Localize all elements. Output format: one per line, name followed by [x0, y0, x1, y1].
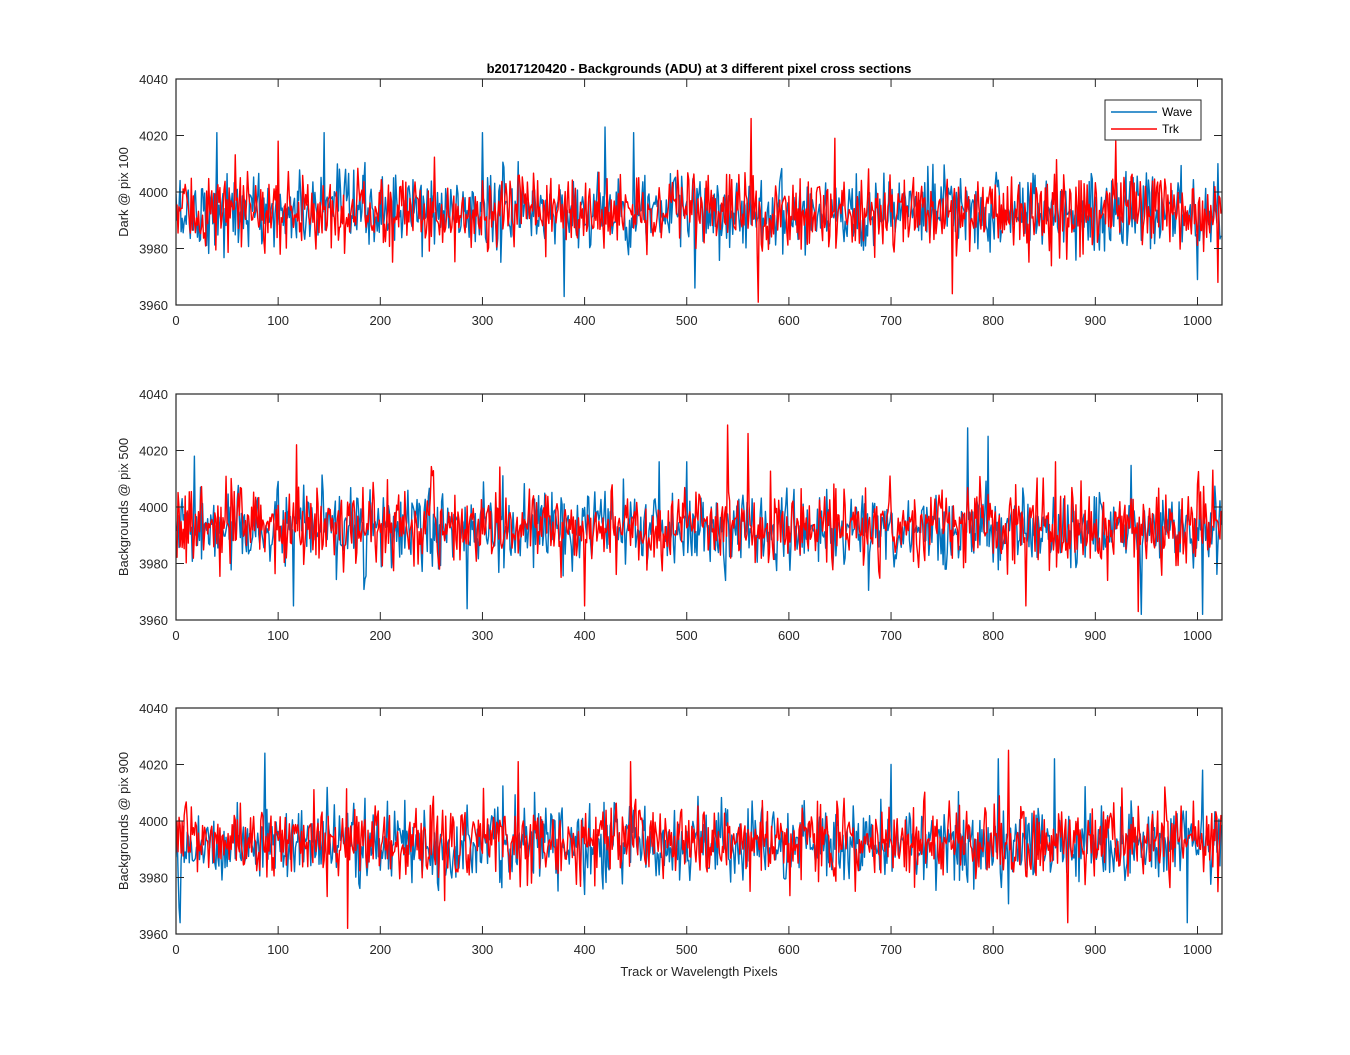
y-tick-label: 4020: [139, 758, 168, 773]
x-tick-label: 600: [778, 942, 800, 957]
y-tick-label: 3960: [139, 613, 168, 628]
x-tick-label: 900: [1084, 313, 1106, 328]
x-tick-label: 500: [676, 942, 698, 957]
x-tick-label: 1000: [1183, 313, 1212, 328]
x-tick-label: 200: [369, 313, 391, 328]
x-tick-label: 900: [1084, 628, 1106, 643]
y-tick-label: 4000: [139, 814, 168, 829]
y-tick-label: 3980: [139, 242, 168, 257]
y-tick-label: 4020: [139, 444, 168, 459]
x-tick-label: 200: [369, 628, 391, 643]
x-tick-label: 700: [880, 942, 902, 957]
x-tick-label: 900: [1084, 942, 1106, 957]
y-axis-label: Dark @ pix 100: [116, 147, 131, 237]
chart-panel-1: 0 100 200 300 400 500 600 700 800 900 1000 3960 3980…: [116, 61, 1223, 328]
y-tick-label: 4040: [139, 701, 168, 716]
x-tick-label: 300: [472, 313, 494, 328]
x-tick-label: 100: [267, 942, 289, 957]
x-tick-label: 800: [982, 942, 1004, 957]
y-tick-label: 4000: [139, 185, 168, 200]
x-tick-label: 600: [778, 313, 800, 328]
x-tick-label: 500: [676, 628, 698, 643]
x-tick-label: 600: [778, 628, 800, 643]
chart-panel-3: 0 100 200 300 400 500 600 700 800 900 1000 3960 3980…: [116, 701, 1223, 979]
x-tick-label: 300: [472, 942, 494, 957]
legend-box: [1104, 99, 1202, 141]
x-tick-label: 200: [369, 942, 391, 957]
y-tick-label: 3980: [139, 871, 168, 886]
legend: Wave Trk: [1104, 99, 1202, 141]
chart-panel-2: 0 100 200 300 400 500 600 700 800 900 1000 3960 3980…: [116, 387, 1223, 643]
x-tick-label: 800: [982, 628, 1004, 643]
y-tick-label: 3960: [139, 298, 168, 313]
x-tick-label: 400: [574, 942, 596, 957]
legend-label-trk: Trk: [1162, 122, 1180, 136]
y-axis-label: Backgrounds @ pix 900: [116, 752, 131, 890]
x-tick-label: 100: [267, 313, 289, 328]
series-line-trk-panel-2: [176, 424, 1222, 613]
x-tick-label: 0: [172, 313, 179, 328]
x-tick-label: 1000: [1183, 628, 1212, 643]
x-tick-label: 0: [172, 942, 179, 957]
x-tick-label: 0: [172, 628, 179, 643]
y-tick-label: 4040: [139, 72, 168, 87]
x-tick-label: 400: [574, 313, 596, 328]
y-axis-label: Backgrounds @ pix 500: [116, 438, 131, 576]
y-tick-label: 4040: [139, 387, 168, 402]
x-tick-label: 400: [574, 628, 596, 643]
chart-title: b2017120420 - Backgrounds (ADU) at 3 dif…: [487, 61, 912, 76]
x-axis-label: Track or Wavelength Pixels: [620, 964, 778, 979]
y-tick-label: 4000: [139, 500, 168, 515]
y-tick-label: 4020: [139, 129, 168, 144]
x-tick-label: 100: [267, 628, 289, 643]
y-tick-label: 3980: [139, 557, 168, 572]
x-tick-label: 700: [880, 313, 902, 328]
legend-label-wave: Wave: [1162, 105, 1193, 119]
y-tick-label: 3960: [139, 927, 168, 942]
x-tick-label: 800: [982, 313, 1004, 328]
x-tick-label: 300: [472, 628, 494, 643]
series-line-trk-panel-1: [176, 117, 1222, 303]
x-tick-label: 500: [676, 313, 698, 328]
series-line-trk-panel-3: [176, 749, 1222, 930]
x-tick-label: 700: [880, 628, 902, 643]
x-tick-label: 1000: [1183, 942, 1212, 957]
